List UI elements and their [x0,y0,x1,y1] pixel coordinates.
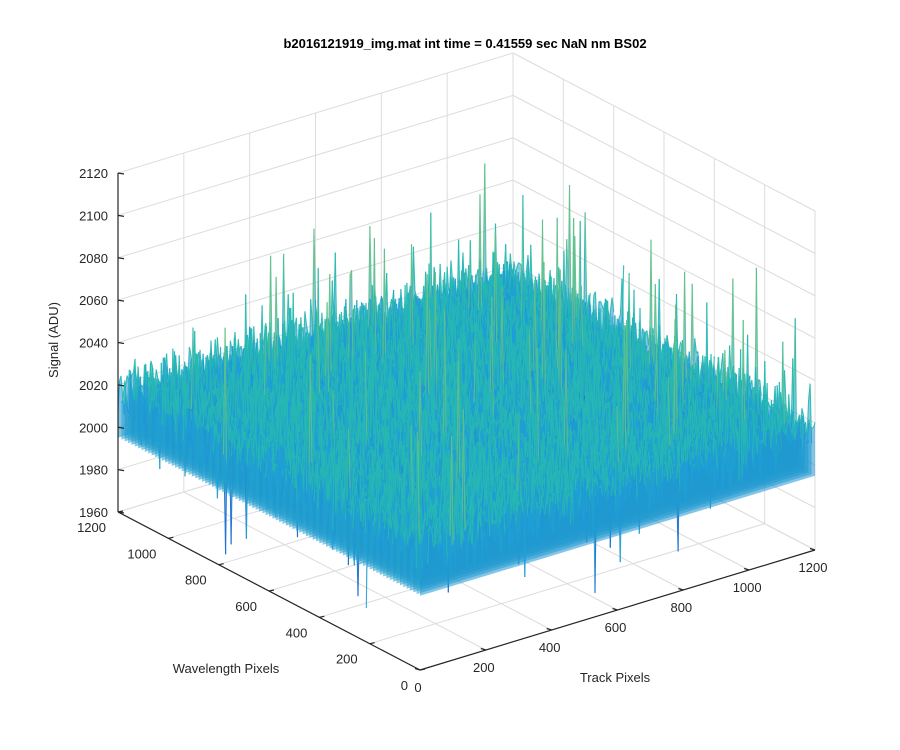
wall-grid-z2 [512,222,816,381]
surface-segment [143,364,147,384]
surface-segment [279,357,282,360]
wall-grid-z [117,94,514,216]
surface-segment [124,380,127,406]
wall-grid-z [117,179,514,301]
surface-segment [216,337,220,359]
surface-segment [125,401,129,406]
surface-plot [117,163,816,609]
surface-segment [131,372,134,376]
surface-segment [120,400,124,403]
surface-segment [413,340,416,343]
surface-segment [152,408,155,411]
surface-segment [155,369,159,379]
surface-segment [518,262,521,265]
surface-segment [234,331,238,358]
surface-segment [142,364,146,400]
surface-segment [448,260,452,294]
surface-segment [184,365,188,368]
surface-segment [313,228,317,300]
surface-segment [127,369,130,403]
wall-grid-z2 [512,179,816,339]
surface-segment [450,260,454,281]
floor-grid-y [369,523,765,645]
wall-grid-z2 [512,137,816,297]
surface-segment [311,228,315,336]
surface-segment [229,340,233,350]
wall-grid-z2 [512,52,816,212]
surface-segment [305,324,309,333]
surface-segment [128,369,132,373]
surface-segment [439,263,443,297]
wall-grid-z [117,52,514,174]
surface-segment [122,382,125,401]
wall-grid-z2 [512,94,816,254]
surface-segment [151,408,154,411]
surface-segment [188,346,192,355]
wall-grid-z [117,137,514,259]
surface-segment [125,375,128,387]
surface-segment [237,339,241,356]
surface-segment [304,311,307,325]
